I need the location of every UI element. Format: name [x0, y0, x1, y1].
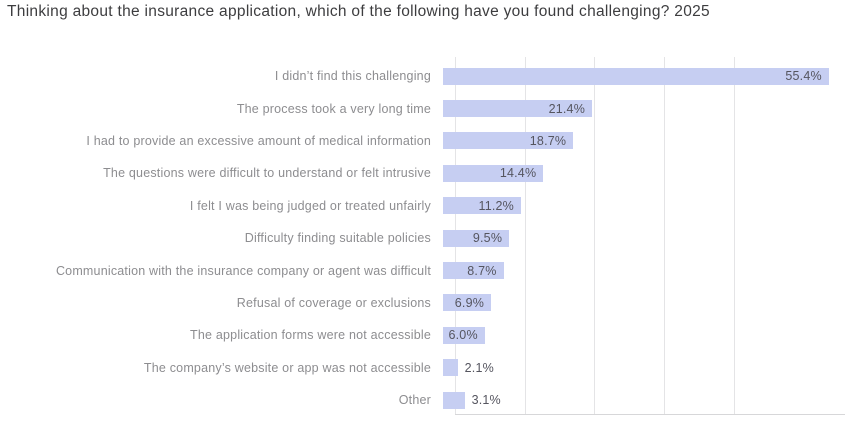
chart-row: The company’s website or app was not acc… [0, 352, 853, 384]
chart-row: Communication with the insurance company… [0, 254, 853, 286]
chart-row: The application forms were not accessibl… [0, 319, 853, 351]
value-label-outside: 2.1% [464, 360, 494, 375]
chart-row: Other 3.1% [0, 384, 853, 416]
value-label: 9.5% [472, 231, 503, 246]
bar-cell: 3.1% [443, 391, 853, 409]
bar: 9.5% [443, 229, 510, 247]
category-label: I didn’t find this challenging [274, 69, 431, 84]
bar-cell: 14.4% [443, 164, 853, 182]
bar-cell: 6.9% [443, 294, 853, 312]
value-label: 21.4% [548, 101, 586, 116]
bar [443, 391, 465, 409]
value-label: 11.2% [478, 198, 514, 213]
chart-row: I didn’t find this challenging 55.4% [0, 60, 853, 92]
category-label: Refusal of coverage or exclusions [236, 295, 431, 310]
bar: 6.9% [443, 294, 492, 312]
value-label: 55.4% [785, 69, 822, 84]
gridline [733, 57, 735, 414]
bar-cell: 18.7% [443, 132, 853, 150]
category-label: The company’s website or app was not acc… [143, 360, 431, 375]
chart-row: Difficulty finding suitable policies 9.5… [0, 222, 853, 254]
bar-cell: 2.1% [443, 359, 853, 377]
value-label: 14.4% [499, 166, 537, 181]
chart-row: I had to provide an excessive amount of … [0, 125, 853, 157]
chart-row: I felt I was being judged or treated unf… [0, 190, 853, 222]
value-label: 18.7% [529, 133, 567, 148]
bar [443, 359, 458, 377]
category-label: I felt I was being judged or treated unf… [189, 198, 431, 213]
category-label: Other [398, 393, 431, 408]
value-label: 8.7% [467, 263, 497, 278]
bar: 21.4% [443, 100, 593, 118]
value-label: 6.9% [454, 295, 485, 310]
chart-title: Thinking about the insurance application… [7, 3, 710, 20]
bar: 18.7% [443, 132, 574, 150]
bar-cell: 8.7% [443, 262, 853, 280]
x-axis-line [455, 414, 845, 415]
bar: 11.2% [443, 197, 521, 215]
gridline [524, 57, 526, 414]
bar: 8.7% [443, 262, 504, 280]
bar: 14.4% [443, 164, 544, 182]
bar-cell: 9.5% [443, 229, 853, 247]
bar-cell: 6.0% [443, 326, 853, 344]
gridline [594, 57, 596, 414]
value-label: 6.0% [448, 328, 478, 343]
chart-rows: I didn’t find this challenging 55.4% The… [0, 60, 853, 416]
bar-cell: 11.2% [443, 197, 853, 215]
value-label-outside: 3.1% [471, 393, 501, 408]
category-label: Communication with the insurance company… [55, 263, 431, 278]
chart-row: Refusal of coverage or exclusions 6.9% [0, 287, 853, 319]
chart-row: The questions were difficult to understa… [0, 157, 853, 189]
category-label: The application forms were not accessibl… [190, 328, 431, 343]
gridline [663, 57, 665, 414]
bar-cell: 55.4% [443, 67, 853, 85]
category-label: The process took a very long time [236, 101, 431, 116]
category-label: I had to provide an excessive amount of … [86, 133, 431, 148]
bar: 55.4% [443, 67, 829, 85]
category-label: The questions were difficult to understa… [103, 166, 431, 181]
bar-cell: 21.4% [443, 100, 853, 118]
category-label: Difficulty finding suitable policies [244, 231, 431, 246]
chart-row: The process took a very long time 21.4% [0, 92, 853, 124]
bar: 6.0% [443, 326, 485, 344]
